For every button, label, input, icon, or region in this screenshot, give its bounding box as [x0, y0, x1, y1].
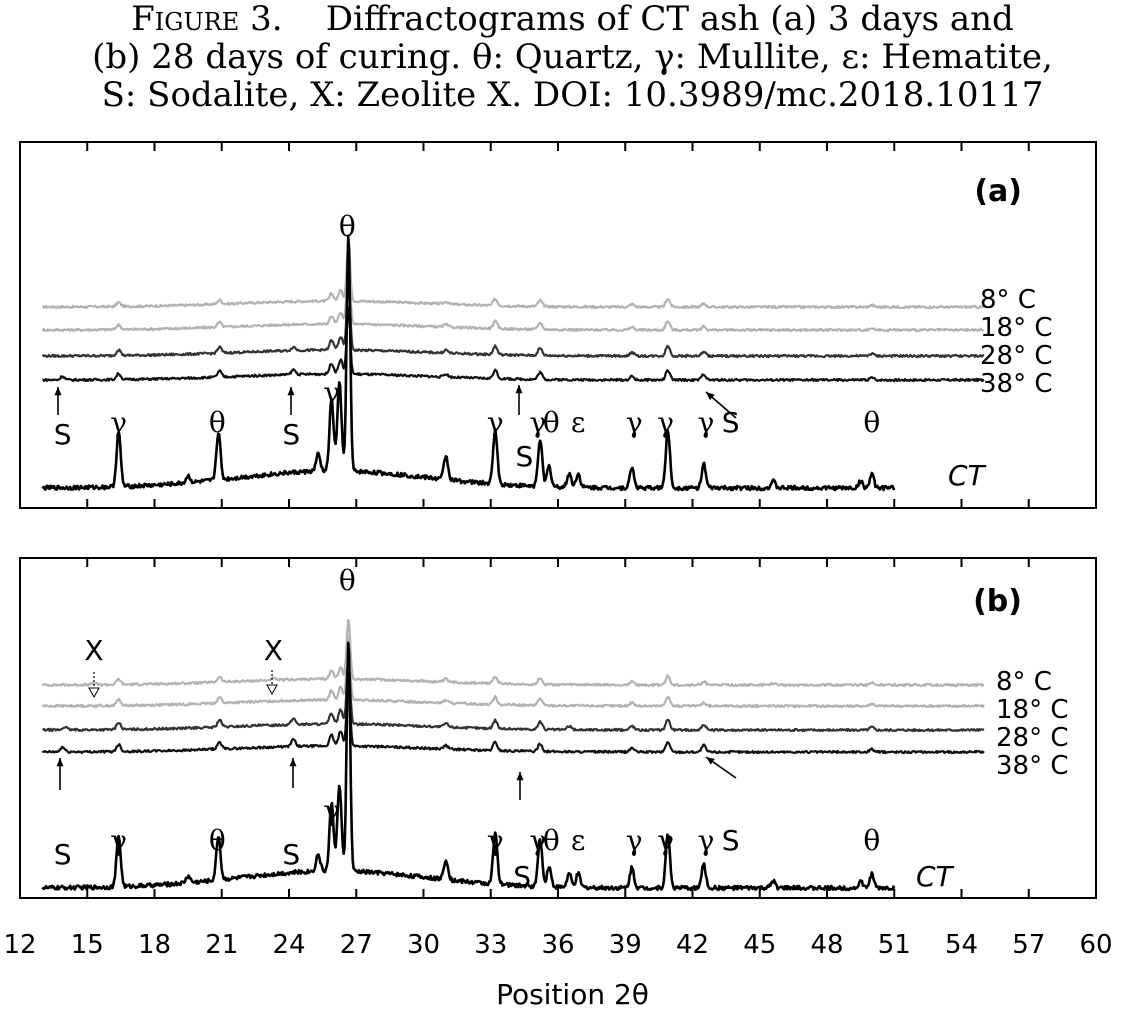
- series-line: [41, 260, 985, 333]
- caption-line-3: S: Sodalite, X: Zeolite X. DOI: 10.3989/…: [101, 75, 1044, 115]
- peak-annotation: γ: [110, 824, 127, 857]
- peak-annotation: ε: [571, 406, 586, 439]
- x-tick-label: 60: [1079, 930, 1112, 960]
- series-line: [41, 618, 985, 688]
- annotation-arrowhead: [706, 757, 715, 765]
- peak-annotation: γ: [110, 406, 127, 439]
- series-label: 18° C: [996, 695, 1069, 725]
- annotation-arrowhead: [54, 387, 62, 396]
- annotation-arrowhead: [706, 392, 715, 401]
- series-label: 38° C: [980, 369, 1053, 399]
- series-label: 28° C: [980, 341, 1053, 371]
- x-tick-label: 45: [743, 930, 776, 960]
- series-line: [41, 283, 985, 359]
- x-tick-label: 42: [676, 930, 709, 960]
- caption-text-1: Diffractograms of CT ash (a) 3 days and: [325, 0, 1014, 39]
- series-line: [42, 657, 985, 733]
- panel-frame: [19, 141, 1097, 509]
- peak-annotation: γ: [626, 824, 643, 857]
- peak-annotation: ε: [571, 824, 586, 857]
- panel-label: (b): [973, 584, 1022, 619]
- series-label: 8° C: [980, 285, 1036, 315]
- peak-annotation: S: [722, 824, 740, 857]
- annotation-arrowhead-open: [266, 684, 278, 696]
- peak-annotation: S: [54, 418, 72, 451]
- peak-annotation: γ: [323, 794, 340, 827]
- series-line: [41, 636, 985, 709]
- x-tick-label: 18: [138, 930, 171, 960]
- peak-annotation: θ: [863, 406, 880, 439]
- series-label: 38° C: [996, 751, 1069, 781]
- x-tick-label: 33: [474, 930, 507, 960]
- peak-annotation: γ: [698, 406, 715, 439]
- x-tick-label: 39: [609, 930, 642, 960]
- peak-annotation: S: [282, 418, 300, 451]
- peak-annotation: θ: [339, 564, 356, 597]
- annotation-arrowhead-open: [88, 687, 100, 699]
- series-label: 8° C: [996, 667, 1052, 697]
- caption-label: Figure 3.: [131, 0, 283, 39]
- peak-annotation: γ: [487, 824, 504, 857]
- series-line: [41, 678, 985, 755]
- caption-line-1: Figure 3. Diffractograms of CT ash (a) 3…: [0, 0, 1145, 38]
- annotation-arrowhead: [515, 385, 523, 394]
- peak-annotation: X: [264, 634, 283, 667]
- peak-annotation: γ: [626, 406, 643, 439]
- x-tick-label: 24: [272, 930, 305, 960]
- peak-annotation: θ: [209, 406, 226, 439]
- x-tick-label: 15: [71, 930, 104, 960]
- annotation-arrowhead: [287, 387, 295, 396]
- peak-annotation: γ: [323, 376, 340, 409]
- x-axis-title: Position 2θ: [496, 978, 649, 1011]
- figure-caption: Figure 3. Diffractograms of CT ash (a) 3…: [0, 0, 1145, 114]
- peak-annotation: θ: [339, 210, 356, 243]
- x-tick-label: 21: [205, 930, 238, 960]
- peak-annotation: γ: [657, 824, 674, 857]
- caption-line-2: (b) 28 days of curing. θ: Quartz, γ: Mul…: [92, 37, 1053, 77]
- x-tick-label: 54: [945, 930, 978, 960]
- x-tick-label: 27: [340, 930, 373, 960]
- series-label: 28° C: [996, 723, 1069, 753]
- x-tick-label: 51: [878, 930, 911, 960]
- peak-annotation: γ: [529, 824, 546, 857]
- series-line: [42, 240, 985, 310]
- series-label: CT: [916, 860, 955, 893]
- x-tick-label: 36: [541, 930, 574, 960]
- peak-annotation: γ: [657, 406, 674, 439]
- x-tick-label: 12: [3, 930, 36, 960]
- peak-annotation: γ: [698, 824, 715, 857]
- series-line: [41, 641, 896, 892]
- peak-annotation: θ: [209, 824, 226, 857]
- series-label: 18° C: [980, 313, 1053, 343]
- peak-annotation: S: [282, 838, 300, 871]
- series-line: [41, 234, 896, 492]
- peak-annotation: γ: [487, 406, 504, 439]
- x-tick-label: 57: [1012, 930, 1045, 960]
- annotation-arrowhead: [56, 758, 64, 767]
- panel-label: (a): [974, 174, 1022, 209]
- annotation-arrowhead: [516, 772, 524, 781]
- x-tick-label: 30: [407, 930, 440, 960]
- series-line: [42, 306, 985, 383]
- peak-annotation: X: [84, 634, 103, 667]
- peak-annotation: S: [513, 860, 531, 893]
- peak-annotation: θ: [863, 824, 880, 857]
- peak-annotation: γ: [529, 406, 546, 439]
- x-tick-label: 48: [810, 930, 843, 960]
- annotation-arrowhead: [289, 758, 297, 767]
- peak-annotation: S: [722, 406, 740, 439]
- series-label: CT: [948, 459, 987, 492]
- peak-annotation: θ: [543, 406, 560, 439]
- peak-annotation: S: [515, 440, 533, 473]
- peak-annotation: θ: [543, 824, 560, 857]
- peak-annotation: S: [54, 838, 72, 871]
